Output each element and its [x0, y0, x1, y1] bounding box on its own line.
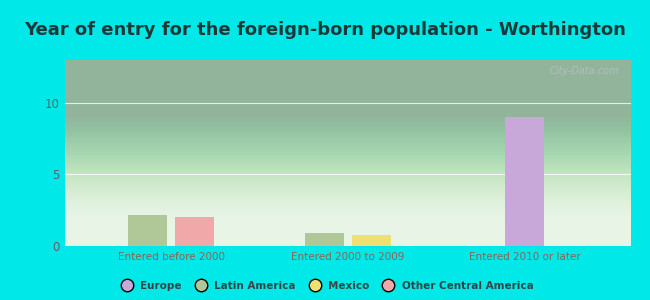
Bar [175, 218, 214, 246]
Text: Year of entry for the foreign-born population - Worthington: Year of entry for the foreign-born popul… [24, 21, 626, 39]
Bar [352, 235, 391, 246]
Legend: Europe, Latin America, Mexico, Other Central America: Europe, Latin America, Mexico, Other Cen… [112, 277, 538, 295]
Bar [305, 233, 344, 246]
Bar [505, 117, 544, 246]
Text: City-Data.com: City-Data.com [549, 66, 619, 76]
Bar [128, 214, 167, 246]
